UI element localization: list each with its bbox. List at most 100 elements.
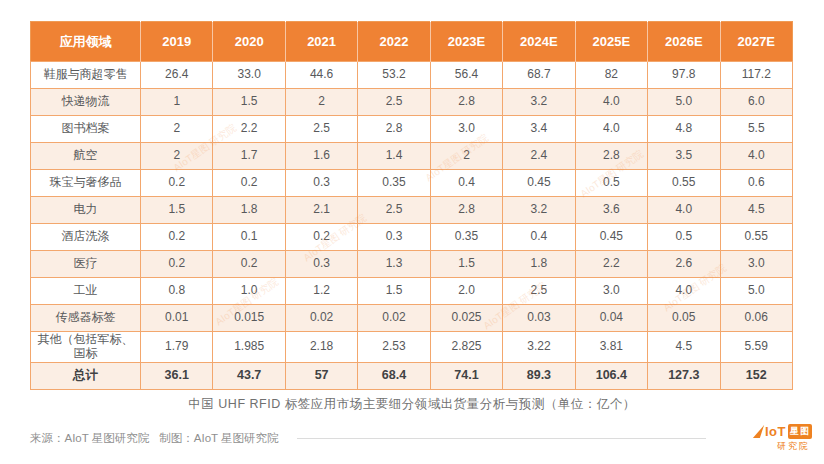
- cell-value: 0.35: [430, 224, 502, 251]
- cell-value: 0.8: [141, 278, 213, 305]
- row-label: 珠宝与奢侈品: [31, 170, 141, 197]
- cell-value: 0.02: [285, 305, 357, 332]
- cell-value: 36.1: [141, 362, 213, 389]
- cell-value: 33.0: [213, 62, 285, 89]
- row-label: 医疗: [31, 251, 141, 278]
- cell-value: 1.5: [141, 197, 213, 224]
- cell-value: 26.4: [141, 62, 213, 89]
- cell-value: 4.0: [648, 197, 720, 224]
- cell-value: 0.2: [213, 251, 285, 278]
- cell-value: 2.5: [285, 116, 357, 143]
- cell-value: 1.985: [213, 332, 285, 363]
- cell-value: 0.04: [575, 305, 647, 332]
- table-row: 鞋服与商超零售26.433.044.653.256.468.78297.8117…: [31, 62, 793, 89]
- cell-value: 2.8: [430, 197, 502, 224]
- cell-value: 1.5: [430, 251, 502, 278]
- footer-divider-line: [297, 438, 706, 439]
- logo-boxed-text: 星图: [788, 424, 812, 439]
- table-row: 快递物流11.522.52.83.24.05.06.0: [31, 89, 793, 116]
- cell-value: 4.0: [648, 278, 720, 305]
- cell-value: 1: [141, 89, 213, 116]
- cell-value: 4.5: [720, 197, 793, 224]
- cell-value: 2.4: [503, 143, 575, 170]
- cell-value: 1.3: [358, 251, 430, 278]
- cell-value: 6.0: [720, 89, 793, 116]
- col-header-year: 2024E: [503, 22, 575, 62]
- row-label: 快递物流: [31, 89, 141, 116]
- cell-value: 0.01: [141, 305, 213, 332]
- col-header-year: 2019: [141, 22, 213, 62]
- table-row: 传感器标签0.010.0150.020.020.0250.030.040.050…: [31, 305, 793, 332]
- cell-value: 3.0: [575, 278, 647, 305]
- cell-value: 43.7: [213, 362, 285, 389]
- cell-value: 68.7: [503, 62, 575, 89]
- cell-value: 2: [285, 89, 357, 116]
- cell-value: 2.2: [213, 116, 285, 143]
- cell-value: 3.2: [503, 197, 575, 224]
- cell-value: 57: [285, 362, 357, 389]
- cell-value: 68.4: [358, 362, 430, 389]
- cell-value: 2: [430, 143, 502, 170]
- cell-value: 2: [141, 116, 213, 143]
- cell-value: 0.55: [720, 224, 793, 251]
- cell-value: 2.53: [358, 332, 430, 363]
- cell-value: 3.5: [648, 143, 720, 170]
- cell-value: 0.3: [285, 251, 357, 278]
- row-label: 鞋服与商超零售: [31, 62, 141, 89]
- cell-value: 0.4: [430, 170, 502, 197]
- row-label: 传感器标签: [31, 305, 141, 332]
- cell-value: 82: [575, 62, 647, 89]
- cell-value: 0.05: [648, 305, 720, 332]
- table-row: 电力1.51.82.12.52.83.23.64.04.5: [31, 197, 793, 224]
- table-row: 医疗0.20.20.31.31.51.82.22.63.0: [31, 251, 793, 278]
- cell-value: 5.5: [720, 116, 793, 143]
- cell-value: 0.1: [213, 224, 285, 251]
- cell-value: 0.06: [720, 305, 793, 332]
- rfid-market-table: 应用领域20192020202120222023E2024E2025E2026E…: [30, 21, 793, 390]
- cell-value: 4.0: [720, 143, 793, 170]
- cell-value: 0.45: [575, 224, 647, 251]
- cell-value: 4.0: [575, 89, 647, 116]
- col-header-year: 2023E: [430, 22, 502, 62]
- cell-value: 127.3: [648, 362, 720, 389]
- row-label: 电力: [31, 197, 141, 224]
- cell-value: 1.0: [213, 278, 285, 305]
- cell-value: 2.6: [648, 251, 720, 278]
- cell-value: 4.0: [575, 116, 647, 143]
- cell-value: 2: [141, 143, 213, 170]
- logo-iot-text: IoT: [765, 424, 786, 439]
- cell-value: 44.6: [285, 62, 357, 89]
- cell-value: 0.5: [575, 170, 647, 197]
- cell-value: 2.5: [503, 278, 575, 305]
- table-row: 航空21.71.61.422.42.83.54.0: [31, 143, 793, 170]
- cell-value: 3.2: [503, 89, 575, 116]
- cell-value: 2.8: [358, 116, 430, 143]
- cell-value: 1.8: [213, 197, 285, 224]
- row-label: 其他（包括军标、国标: [31, 332, 141, 363]
- cell-value: 2.5: [358, 197, 430, 224]
- logo-triangle-a-icon: [753, 425, 764, 438]
- report-figure-page: 应用领域20192020202120222023E2024E2025E2026E…: [0, 0, 824, 464]
- cell-value: 3.4: [503, 116, 575, 143]
- logo-subtitle: 研究院: [712, 440, 812, 453]
- figure-caption: 中国 UHF RFID 标签应用市场主要细分领域出货量分析与预测（单位：亿个）: [0, 396, 824, 413]
- cell-value: 3.81: [575, 332, 647, 363]
- cell-value: 2.8: [575, 143, 647, 170]
- col-header-year: 2025E: [575, 22, 647, 62]
- cell-value: 0.2: [213, 170, 285, 197]
- row-label: 酒店洗涤: [31, 224, 141, 251]
- cell-value: 0.2: [141, 251, 213, 278]
- cell-value: 0.025: [430, 305, 502, 332]
- cell-value: 0.2: [141, 170, 213, 197]
- cell-value: 0.3: [285, 170, 357, 197]
- cell-value: 1.5: [358, 278, 430, 305]
- cell-value: 0.2: [141, 224, 213, 251]
- maker-label: 制图：AIoT 星图研究院: [159, 431, 278, 446]
- row-label: 航空: [31, 143, 141, 170]
- cell-value: 56.4: [430, 62, 502, 89]
- col-header-year: 2022: [358, 22, 430, 62]
- cell-value: 0.02: [358, 305, 430, 332]
- col-header-application-field: 应用领域: [31, 22, 141, 62]
- rfid-market-table-container: 应用领域20192020202120222023E2024E2025E2026E…: [30, 21, 793, 390]
- cell-value: 0.55: [648, 170, 720, 197]
